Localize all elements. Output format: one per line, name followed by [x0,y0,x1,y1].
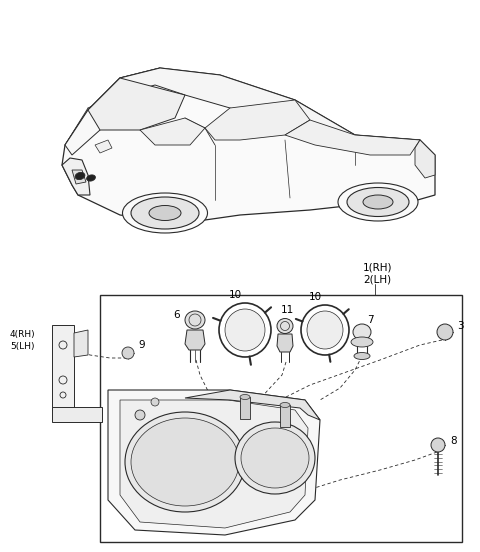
Polygon shape [140,118,205,145]
Text: 10: 10 [309,292,322,302]
Polygon shape [185,390,320,420]
Ellipse shape [75,172,85,179]
Ellipse shape [122,193,207,233]
Ellipse shape [354,353,370,359]
Circle shape [122,347,134,359]
Polygon shape [120,400,308,528]
Text: 7: 7 [367,315,373,325]
Ellipse shape [235,422,315,494]
Ellipse shape [347,188,409,216]
Ellipse shape [125,412,245,512]
Polygon shape [415,140,435,178]
Text: 10: 10 [228,290,241,300]
Ellipse shape [131,197,199,229]
Text: 6: 6 [173,310,180,320]
Text: 1(RH): 1(RH) [363,263,393,273]
Ellipse shape [225,309,265,351]
Text: 8: 8 [450,436,456,446]
Circle shape [431,438,445,452]
Polygon shape [72,170,86,184]
Text: 2(LH): 2(LH) [363,275,391,285]
Polygon shape [74,330,88,357]
Polygon shape [65,68,160,155]
Bar [52,407,102,422]
Polygon shape [205,100,310,140]
Ellipse shape [131,418,239,506]
Text: 11: 11 [280,305,294,315]
Circle shape [151,398,159,406]
Polygon shape [285,120,420,155]
Text: 9: 9 [138,340,144,350]
Ellipse shape [280,402,290,407]
Ellipse shape [149,205,181,220]
Polygon shape [108,390,320,535]
Ellipse shape [277,319,293,333]
Bar [240,397,250,419]
Ellipse shape [363,195,393,209]
Ellipse shape [338,183,418,221]
Ellipse shape [307,311,343,349]
Polygon shape [95,140,112,153]
Bar [100,295,462,542]
Ellipse shape [241,428,309,488]
Ellipse shape [86,175,96,181]
Text: 3: 3 [457,321,464,331]
Text: 5(LH): 5(LH) [10,342,35,352]
Bar [52,325,74,410]
Polygon shape [277,334,293,352]
Polygon shape [88,78,185,130]
Polygon shape [88,68,355,138]
Text: 4(RH): 4(RH) [10,331,36,339]
Circle shape [437,324,453,340]
Polygon shape [185,330,205,350]
Circle shape [135,410,145,420]
Polygon shape [62,68,435,220]
Polygon shape [62,158,90,195]
Ellipse shape [185,311,205,329]
Bar [280,405,290,427]
Ellipse shape [353,324,371,340]
Ellipse shape [240,395,250,400]
Ellipse shape [351,337,373,347]
